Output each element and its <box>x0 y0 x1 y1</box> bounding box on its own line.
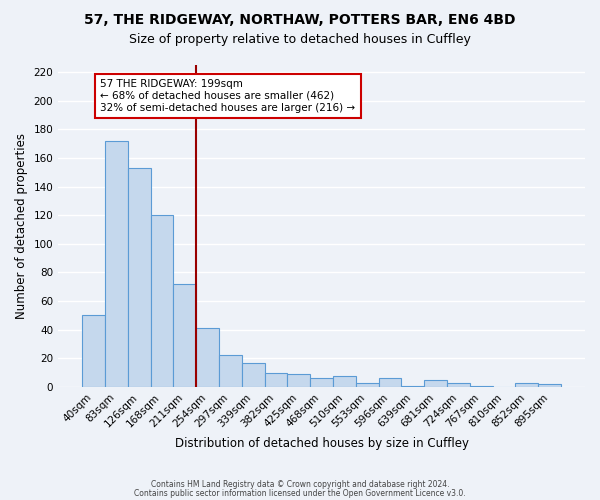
Bar <box>356 382 379 387</box>
Bar <box>105 141 128 387</box>
Text: Contains HM Land Registry data © Crown copyright and database right 2024.: Contains HM Land Registry data © Crown c… <box>151 480 449 489</box>
Bar <box>242 362 265 387</box>
Bar <box>196 328 219 387</box>
Bar <box>424 380 447 387</box>
Y-axis label: Number of detached properties: Number of detached properties <box>15 133 28 319</box>
Bar <box>447 382 470 387</box>
X-axis label: Distribution of detached houses by size in Cuffley: Distribution of detached houses by size … <box>175 437 469 450</box>
Bar <box>310 378 333 387</box>
Bar <box>470 386 493 387</box>
Bar <box>151 215 173 387</box>
Text: Size of property relative to detached houses in Cuffley: Size of property relative to detached ho… <box>129 32 471 46</box>
Bar <box>333 376 356 387</box>
Text: Contains public sector information licensed under the Open Government Licence v3: Contains public sector information licen… <box>134 489 466 498</box>
Bar <box>173 284 196 387</box>
Bar <box>219 356 242 387</box>
Bar <box>82 316 105 387</box>
Bar <box>401 386 424 387</box>
Bar <box>287 374 310 387</box>
Bar <box>128 168 151 387</box>
Bar <box>379 378 401 387</box>
Bar <box>265 372 287 387</box>
Bar <box>515 382 538 387</box>
Text: 57, THE RIDGEWAY, NORTHAW, POTTERS BAR, EN6 4BD: 57, THE RIDGEWAY, NORTHAW, POTTERS BAR, … <box>84 12 516 26</box>
Text: 57 THE RIDGEWAY: 199sqm
← 68% of detached houses are smaller (462)
32% of semi-d: 57 THE RIDGEWAY: 199sqm ← 68% of detache… <box>100 80 355 112</box>
Bar <box>538 384 561 387</box>
